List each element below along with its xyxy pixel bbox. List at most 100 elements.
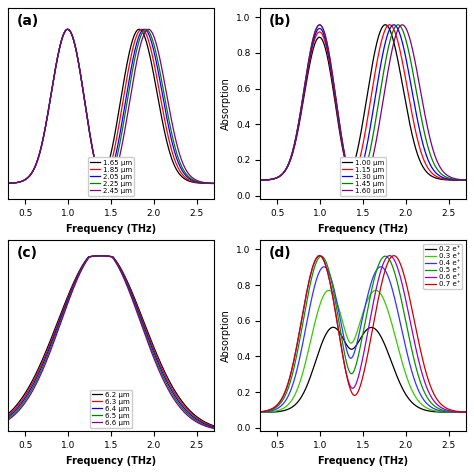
- 2.45 μm: [6, 181, 11, 186]
- 1.60 μm: [310, 36, 316, 42]
- 0.7 e⁺: [412, 322, 418, 328]
- 1.60 μm: [257, 177, 263, 183]
- Text: (c): (c): [17, 246, 37, 260]
- 1.60 μm: [356, 187, 361, 192]
- 1.30 μm: [257, 177, 263, 183]
- 1.00 μm: [310, 46, 316, 52]
- 2.25 μm: [99, 178, 104, 183]
- Line: 2.25 μm: 2.25 μm: [9, 29, 214, 184]
- 6.2 μm: [98, 253, 104, 259]
- 1.65 μm: [127, 50, 132, 55]
- 1.45 μm: [310, 36, 316, 41]
- 0.6 e⁺: [412, 343, 418, 348]
- 1.30 μm: [413, 108, 419, 113]
- 2.45 μm: [58, 39, 64, 45]
- 1.85 μm: [42, 128, 47, 134]
- 6.5 μm: [42, 360, 47, 365]
- 1.85 μm: [58, 39, 64, 45]
- 0.5 e⁺: [378, 256, 384, 262]
- Line: 6.6 μm: 6.6 μm: [9, 256, 214, 428]
- 6.6 μm: [6, 417, 11, 423]
- 1.15 μm: [412, 127, 418, 133]
- Line: 0.3 e⁺: 0.3 e⁺: [260, 291, 465, 412]
- 0.6 e⁺: [310, 263, 316, 268]
- 1.15 μm: [378, 39, 384, 45]
- 0.3 e⁺: [395, 343, 401, 349]
- 6.4 μm: [98, 253, 104, 259]
- 2.25 μm: [42, 128, 47, 134]
- 0.2 e⁺: [330, 324, 336, 330]
- 2.45 μm: [99, 179, 104, 184]
- 0.3 e⁺: [326, 288, 332, 293]
- X-axis label: Frequency (THz): Frequency (THz): [66, 224, 156, 234]
- 2.05 μm: [99, 177, 104, 182]
- 0.3 e⁺: [412, 393, 418, 399]
- Line: 6.3 μm: 6.3 μm: [9, 256, 214, 427]
- 0.2 e⁺: [463, 410, 468, 415]
- 0.6 e⁺: [395, 265, 401, 271]
- 0.3 e⁺: [257, 410, 263, 415]
- 1.30 μm: [391, 22, 397, 27]
- 0.5 e⁺: [310, 269, 316, 275]
- 2.05 μm: [143, 27, 149, 33]
- 1.60 μm: [379, 107, 384, 112]
- 6.5 μm: [127, 288, 133, 294]
- 6.3 μm: [161, 369, 166, 374]
- 1.45 μm: [350, 181, 356, 186]
- 1.65 μm: [42, 128, 47, 134]
- 2.05 μm: [127, 76, 132, 82]
- 6.3 μm: [42, 354, 47, 360]
- 1.45 μm: [463, 177, 468, 183]
- 6.2 μm: [211, 423, 217, 428]
- 1.60 μm: [395, 27, 401, 33]
- X-axis label: Frequency (THz): Frequency (THz): [318, 456, 408, 465]
- 1.85 μm: [211, 181, 217, 186]
- 1.85 μm: [127, 62, 132, 68]
- 0.6 e⁺: [463, 410, 468, 415]
- 2.25 μm: [127, 83, 133, 89]
- Line: 1.65 μm: 1.65 μm: [9, 29, 214, 183]
- 1.45 μm: [257, 177, 263, 183]
- Line: 6.5 μm: 6.5 μm: [9, 256, 214, 428]
- 2.45 μm: [161, 75, 166, 81]
- 0.2 e⁺: [310, 366, 316, 372]
- 6.6 μm: [98, 253, 104, 259]
- 6.6 μm: [127, 290, 133, 295]
- 0.4 e⁺: [294, 368, 300, 374]
- 2.45 μm: [127, 99, 133, 104]
- 1.15 μm: [294, 133, 300, 138]
- 0.5 e⁺: [412, 362, 418, 367]
- 1.15 μm: [387, 22, 392, 27]
- 0.7 e⁺: [391, 253, 397, 258]
- 1.00 μm: [378, 26, 384, 32]
- 2.45 μm: [146, 27, 151, 32]
- Line: 1.60 μm: 1.60 μm: [260, 25, 465, 190]
- 6.5 μm: [211, 425, 217, 431]
- 6.6 μm: [143, 334, 149, 340]
- 1.60 μm: [400, 22, 405, 27]
- 2.45 μm: [143, 28, 149, 34]
- 6.5 μm: [98, 253, 104, 259]
- Line: 1.15 μm: 1.15 μm: [260, 25, 465, 180]
- 1.45 μm: [354, 182, 359, 188]
- 1.30 μm: [395, 27, 401, 32]
- 2.05 μm: [6, 181, 11, 186]
- 6.3 μm: [211, 424, 217, 429]
- Line: 2.05 μm: 2.05 μm: [9, 29, 214, 183]
- 6.6 μm: [161, 377, 166, 383]
- Line: 0.5 e⁺: 0.5 e⁺: [260, 256, 465, 412]
- 0.2 e⁺: [379, 335, 384, 341]
- Legend: 1.65 μm, 1.85 μm, 2.05 μm, 2.25 μm, 2.45 μm: 1.65 μm, 1.85 μm, 2.05 μm, 2.25 μm, 2.45…: [88, 157, 134, 196]
- 1.00 μm: [412, 144, 418, 150]
- X-axis label: Frequency (THz): Frequency (THz): [66, 456, 156, 465]
- 0.7 e⁺: [395, 256, 401, 262]
- 2.25 μm: [102, 181, 108, 187]
- 1.00 μm: [294, 134, 300, 140]
- 0.7 e⁺: [350, 392, 356, 398]
- 6.6 μm: [42, 363, 47, 368]
- 0.5 e⁺: [350, 370, 356, 375]
- Line: 0.6 e⁺: 0.6 e⁺: [260, 255, 465, 412]
- 6.3 μm: [143, 327, 149, 332]
- 1.00 μm: [383, 22, 388, 27]
- 0.4 e⁺: [395, 309, 401, 314]
